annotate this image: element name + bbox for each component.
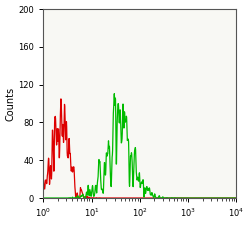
Y-axis label: Counts: Counts — [6, 86, 16, 121]
